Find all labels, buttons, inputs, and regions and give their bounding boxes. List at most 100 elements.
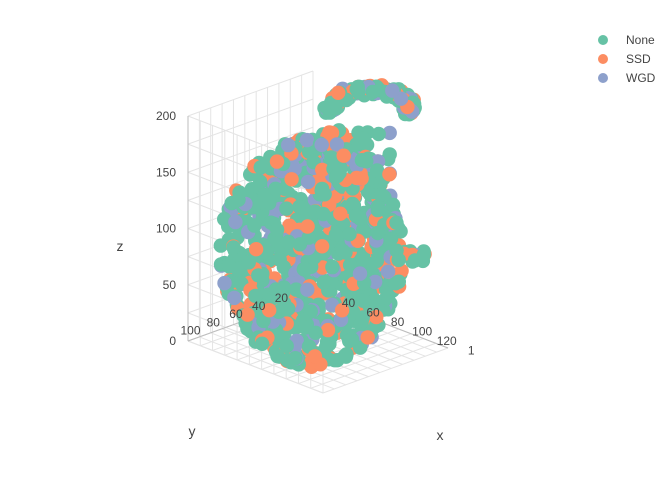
legend-label-none: None bbox=[626, 32, 655, 47]
point-ssd bbox=[334, 303, 350, 318]
legend-item-wgd[interactable]: WGD bbox=[598, 68, 655, 87]
point-wgd bbox=[300, 282, 315, 297]
legend-marker-none bbox=[598, 34, 608, 45]
x-tick-label: 40 bbox=[342, 296, 356, 310]
legend-label-wgd: WGD bbox=[626, 70, 656, 85]
point-none bbox=[350, 79, 365, 95]
point-wgd bbox=[329, 137, 345, 152]
point-ssd bbox=[333, 206, 348, 221]
point-ssd bbox=[269, 154, 285, 169]
legend: None SSD WGD bbox=[598, 30, 655, 87]
y-tick-label: 40 bbox=[252, 299, 266, 313]
point-none bbox=[352, 211, 368, 226]
point-ssd bbox=[307, 349, 323, 364]
point-none bbox=[391, 274, 406, 289]
point-none bbox=[391, 252, 406, 268]
y-tick-label: 100 bbox=[181, 324, 201, 338]
point-none bbox=[325, 259, 340, 275]
legend-item-none[interactable]: None bbox=[598, 30, 655, 49]
legend-item-ssd[interactable]: SSD bbox=[598, 49, 655, 68]
point-ssd bbox=[300, 219, 315, 234]
z-tick-label: 0 bbox=[169, 334, 176, 348]
floor-grid-x bbox=[322, 347, 449, 394]
point-none bbox=[338, 349, 354, 364]
z-tick-label: 100 bbox=[156, 222, 176, 236]
point-wgd bbox=[228, 214, 243, 230]
point-none bbox=[342, 227, 357, 242]
point-none bbox=[362, 184, 377, 200]
point-none bbox=[257, 187, 273, 203]
point-ssd bbox=[320, 322, 336, 338]
y-axis-title: y bbox=[189, 423, 196, 439]
point-none bbox=[222, 259, 237, 274]
point-none bbox=[240, 321, 255, 336]
floor-grid-y bbox=[187, 340, 324, 394]
point-none bbox=[342, 257, 358, 273]
z-tick-label: 50 bbox=[163, 278, 177, 292]
point-none bbox=[292, 237, 308, 252]
point-none bbox=[382, 147, 397, 162]
point-none bbox=[288, 351, 303, 366]
point-cloud bbox=[213, 78, 432, 374]
point-none bbox=[328, 227, 344, 242]
point-none bbox=[296, 262, 311, 277]
y-tick-label: 80 bbox=[207, 315, 221, 329]
point-none bbox=[253, 174, 268, 189]
point-ssd bbox=[248, 242, 264, 257]
point-ssd bbox=[262, 303, 277, 318]
point-ssd bbox=[315, 162, 330, 178]
point-none bbox=[279, 338, 294, 354]
left-wall-grid-z bbox=[187, 126, 314, 173]
x-tick-label: 100 bbox=[412, 324, 432, 338]
x-axis-title: x bbox=[437, 427, 444, 443]
point-none bbox=[316, 275, 331, 290]
legend-label-ssd: SSD bbox=[626, 51, 651, 66]
point-none bbox=[226, 240, 241, 255]
point-none bbox=[256, 313, 271, 329]
point-wgd bbox=[217, 275, 232, 291]
point-none bbox=[374, 187, 389, 202]
point-wgd bbox=[368, 274, 383, 290]
axis-titles: x y z bbox=[117, 238, 444, 443]
point-ssd bbox=[349, 170, 364, 186]
x-tick-label: 1 bbox=[468, 343, 475, 357]
point-none bbox=[269, 222, 285, 237]
point-none bbox=[281, 234, 296, 250]
point-ssd bbox=[322, 125, 337, 140]
floor-grid-y bbox=[199, 336, 335, 390]
point-none bbox=[371, 126, 386, 142]
point-none bbox=[247, 218, 262, 233]
y-tick-label: 20 bbox=[275, 291, 289, 305]
point-ssd bbox=[382, 167, 397, 182]
point-ssd bbox=[360, 330, 375, 345]
point-none bbox=[383, 231, 399, 246]
point-none bbox=[359, 154, 374, 169]
left-wall-grid-z bbox=[187, 98, 314, 145]
point-ssd bbox=[284, 172, 299, 187]
x-tick-label: 60 bbox=[366, 306, 380, 320]
point-none bbox=[319, 339, 334, 354]
point-none bbox=[276, 280, 292, 295]
point-none bbox=[272, 252, 287, 267]
point-none bbox=[251, 268, 266, 283]
point-wgd bbox=[299, 132, 315, 148]
point-none bbox=[279, 201, 294, 216]
left-wall-grid-z bbox=[187, 70, 314, 117]
point-none bbox=[254, 336, 270, 351]
point-none bbox=[356, 131, 371, 146]
point-wgd bbox=[300, 174, 316, 190]
point-wgd bbox=[380, 264, 396, 279]
legend-marker-ssd bbox=[598, 53, 608, 64]
point-none bbox=[232, 185, 247, 200]
point-ssd bbox=[369, 309, 384, 325]
point-none bbox=[365, 84, 380, 100]
point-none bbox=[253, 160, 268, 175]
z-tick-label: 200 bbox=[156, 109, 176, 123]
point-none bbox=[345, 196, 360, 212]
point-none bbox=[335, 243, 351, 259]
point-none bbox=[416, 247, 431, 262]
point-ssd bbox=[394, 263, 409, 278]
point-none bbox=[330, 168, 345, 184]
